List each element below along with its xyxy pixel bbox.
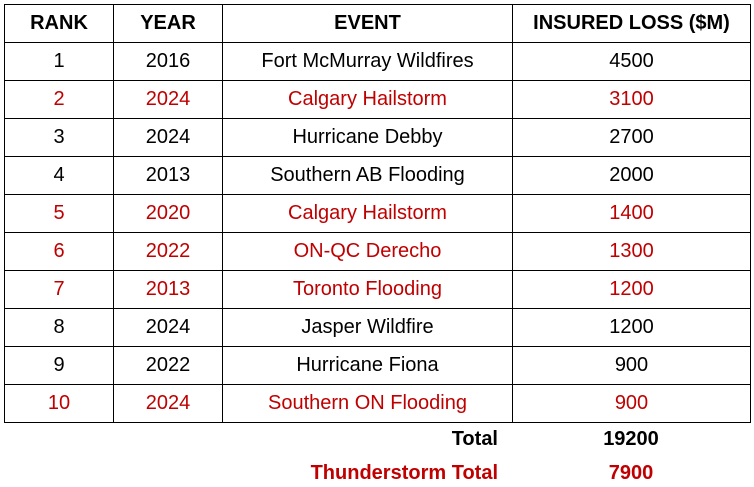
table-cell: 3	[4, 118, 114, 157]
column-header: EVENT	[222, 4, 513, 43]
table-cell: 2020	[113, 194, 223, 233]
table-cell: 10	[4, 384, 114, 423]
table-cell: 2022	[113, 232, 223, 271]
table-cell: 2000	[512, 156, 751, 195]
table-cell: Hurricane Fiona	[222, 346, 513, 385]
table-cell: Calgary Hailstorm	[222, 80, 513, 119]
column-header: INSURED LOSS ($M)	[512, 4, 751, 43]
table-cell: ON-QC Derecho	[222, 232, 513, 271]
column-header: YEAR	[113, 4, 223, 43]
table-row: 9 2022 Hurricane Fiona 900	[4, 346, 751, 385]
table-cell: Southern AB Flooding	[222, 156, 513, 195]
total-label: Thunderstorm Total	[310, 462, 498, 484]
table-cell: 1200	[512, 308, 751, 347]
table-cell: 2024	[113, 384, 223, 423]
table-cell: 1200	[512, 270, 751, 309]
table-cell: 7	[4, 270, 114, 309]
table-cell: 1400	[512, 194, 751, 233]
table-cell: 1300	[512, 232, 751, 271]
table-cell: 2016	[113, 42, 223, 81]
table-cell: Calgary Hailstorm	[222, 194, 513, 233]
table-cell: 2024	[113, 118, 223, 157]
table-cell: 2024	[113, 80, 223, 119]
total-value: 7900	[608, 462, 654, 484]
table-row: 6 2022 ON-QC Derecho 1300	[4, 232, 751, 271]
table-cell: 2	[4, 80, 114, 119]
column-header: RANK	[4, 4, 114, 43]
table-row: 7 2013 Toronto Flooding 1200	[4, 270, 751, 309]
table-row: 4 2013 Southern AB Flooding 2000	[4, 156, 751, 195]
table-cell: 3100	[512, 80, 751, 119]
table-cell: 1	[4, 42, 114, 81]
table-cell: 2700	[512, 118, 751, 157]
table-row: 10 2024 Southern ON Flooding 900	[4, 384, 751, 423]
table-row: 2 2024 Calgary Hailstorm 3100	[4, 80, 751, 119]
table-cell: Toronto Flooding	[222, 270, 513, 309]
table-cell: 4	[4, 156, 114, 195]
table-cell: 4500	[512, 42, 751, 81]
table-cell: 900	[512, 384, 751, 423]
table-row: 3 2024 Hurricane Debby 2700	[4, 118, 751, 157]
table-cell: 5	[4, 194, 114, 233]
table-row: 5 2020 Calgary Hailstorm 1400	[4, 194, 751, 233]
table-cell: 2013	[113, 270, 223, 309]
table-row: 1 2016 Fort McMurray Wildfires 4500	[4, 42, 751, 81]
table-cell: 2013	[113, 156, 223, 195]
table-cell: 6	[4, 232, 114, 271]
table-cell: Jasper Wildfire	[222, 308, 513, 347]
table-cell: Fort McMurray Wildfires	[222, 42, 513, 81]
total-value: 19200	[603, 428, 659, 450]
total-label: Total	[451, 428, 498, 450]
table-cell: 9	[4, 346, 114, 385]
header-row: RANK YEAR EVENT INSURED LOSS ($M)	[4, 4, 751, 43]
table-cell: 8	[4, 308, 114, 347]
table-cell: 2022	[113, 346, 223, 385]
table-row: 8 2024 Jasper Wildfire 1200	[4, 308, 751, 347]
table-cell: 2024	[113, 308, 223, 347]
table-cell: 900	[512, 346, 751, 385]
table-cell: Southern ON Flooding	[222, 384, 513, 423]
table-cell: Hurricane Debby	[222, 118, 513, 157]
loss-table: RANK YEAR EVENT INSURED LOSS ($M) 1 2016 Fort…	[4, 4, 751, 423]
